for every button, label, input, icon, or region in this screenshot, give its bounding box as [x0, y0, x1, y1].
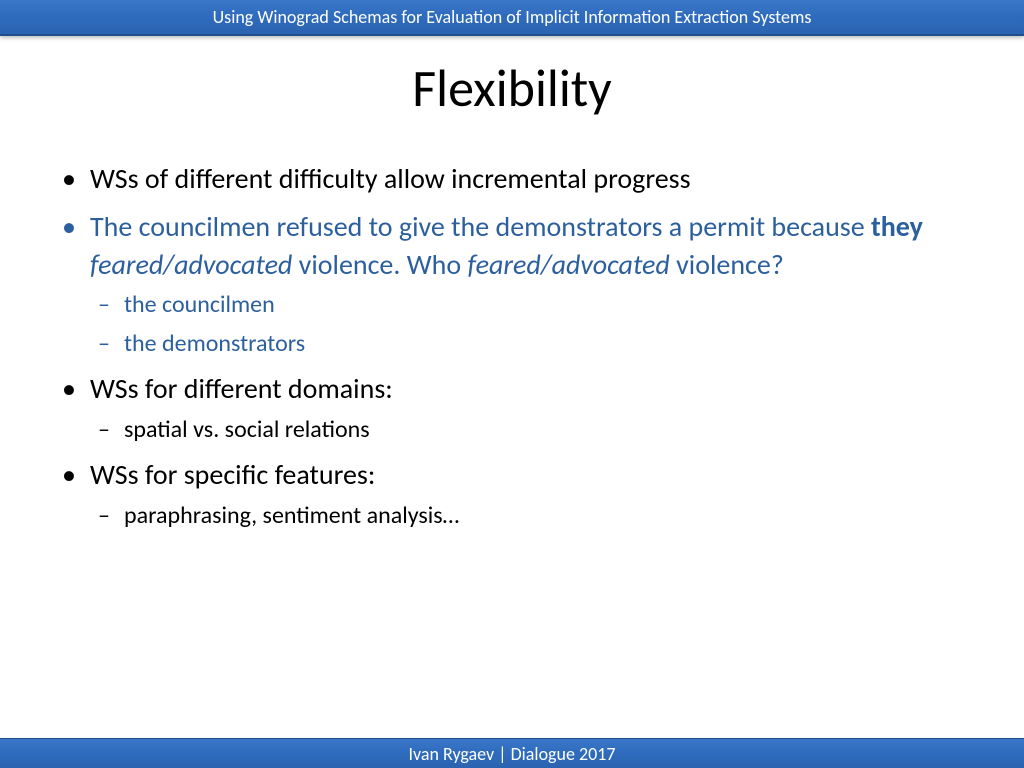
sub-bullet-text: paraphrasing, sentiment analysis… [124, 501, 459, 530]
example-text-part: The councilmen refused to give the demon… [90, 209, 871, 244]
bullet-text: WSs for specific features: [90, 457, 375, 492]
example-text-italic: feared/advocated [467, 247, 669, 282]
sub-bullet-text: the demonstrators [124, 329, 305, 358]
example-text-part: violence? [670, 247, 784, 282]
bullet-item: WSs of different difficulty allow increm… [56, 160, 984, 198]
slide: Using Winograd Schemas for Evaluation of… [0, 0, 1024, 768]
example-text-italic: feared/advocated [90, 247, 292, 282]
sub-bullet-list: spatial vs. social relations [90, 414, 984, 446]
sub-bullet-text: spatial vs. social relations [124, 415, 370, 444]
sub-bullet-list: the councilmen the demonstrators [90, 289, 984, 360]
slide-content: WSs of different difficulty allow increm… [56, 160, 984, 543]
sub-bullet-item: the demonstrators [90, 328, 984, 360]
bullet-item: WSs for different domains: spatial vs. s… [56, 370, 984, 446]
header-bar: Using Winograd Schemas for Evaluation of… [0, 0, 1024, 36]
bullet-text: WSs of different difficulty allow increm… [90, 161, 691, 196]
bullet-item-example: The councilmen refused to give the demon… [56, 208, 984, 360]
bullet-item: WSs for specific features: paraphrasing,… [56, 456, 984, 532]
example-text-bold: they [871, 209, 923, 244]
sub-bullet-item: spatial vs. social relations [90, 414, 984, 446]
sub-bullet-list: paraphrasing, sentiment analysis… [90, 500, 984, 532]
bullet-text: WSs for different domains: [90, 371, 393, 406]
bullet-list: WSs of different difficulty allow increm… [56, 160, 984, 533]
sub-bullet-item: paraphrasing, sentiment analysis… [90, 500, 984, 532]
sub-bullet-text: the councilmen [124, 290, 275, 319]
footer-text: Ivan Rygaev | Dialogue 2017 [408, 743, 615, 765]
slide-title: Flexibility [0, 56, 1024, 120]
header-title: Using Winograd Schemas for Evaluation of… [213, 6, 812, 28]
footer-bar: Ivan Rygaev | Dialogue 2017 [0, 738, 1024, 768]
example-text-part: violence. Who [292, 247, 467, 282]
sub-bullet-item: the councilmen [90, 289, 984, 321]
